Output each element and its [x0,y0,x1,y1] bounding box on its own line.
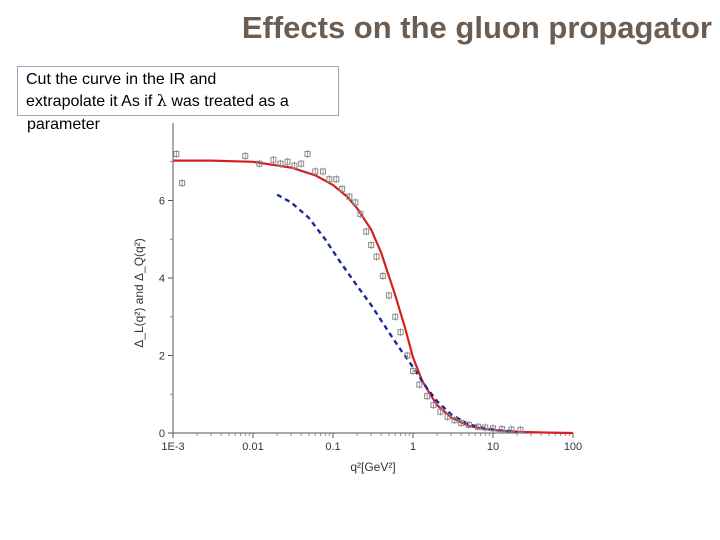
data-point [242,152,249,159]
data-point [437,408,444,415]
x-tick-label: 1 [410,441,416,453]
y-tick-label: 4 [159,273,165,285]
note-line-1: Cut the curve in the IR and [26,71,217,88]
y-axis-label: Δ_L(q²) and Δ_Q(q²) [132,238,146,347]
data-point [475,423,482,430]
data-point [277,160,284,167]
chart-axes: 1E-3 0.01 0.1 1 10 100 0 2 4 6 [159,123,582,453]
data-point [298,160,305,167]
y-tick-label: 0 [159,428,165,440]
data-point [385,292,392,299]
x-tick-label: 10 [487,441,499,453]
dashed-fit-line [276,193,518,433]
data-point [490,425,496,432]
lattice-data-markers [173,150,524,434]
x-tick-label: 1E-3 [161,441,184,453]
data-point [363,228,370,235]
x-tick-label: 100 [564,441,582,453]
data-point [291,162,298,169]
data-point [304,151,311,157]
x-axis-label: q²[GeV²] [350,460,395,474]
data-point [451,417,458,424]
note-line-2-end: was treated as a [171,93,289,110]
data-point [499,426,506,433]
x-tick-label: 0.1 [325,441,340,453]
data-point [379,273,386,280]
data-point [357,211,364,218]
lambda-symbol: λ [156,91,167,110]
data-point [173,151,180,157]
data-point [373,253,380,260]
data-point [270,156,277,163]
data-point [517,426,524,433]
data-point [320,168,327,175]
y-tick-label: 2 [159,351,165,363]
data-point [424,393,431,400]
note-line-2: extrapolate it As if λ was treated as a [26,90,330,112]
data-point [392,313,399,320]
note-textbox: Cut the curve in the IR and extrapolate … [17,66,339,116]
solid-fit-line [173,159,574,435]
data-point [444,413,451,420]
data-point [339,185,346,192]
x-tick-label: 0.01 [242,441,263,453]
data-point [458,419,465,426]
note-tail: parameter [27,116,100,133]
data-point [410,368,416,374]
data-point [465,421,472,428]
data-point [397,329,404,336]
data-point [368,242,375,249]
data-point [179,180,186,187]
note-line-2-text: extrapolate it As if [26,93,153,110]
data-point [430,402,437,409]
data-point [312,168,319,175]
data-point [326,176,333,183]
data-point [404,352,411,359]
data-point [333,176,340,183]
data-point [352,199,359,206]
slide-title: Effects on the gluon propagator [241,10,712,45]
chart-plot-area [173,150,574,435]
data-point [508,426,515,433]
data-point [284,158,291,165]
data-point [346,193,353,200]
y-tick-label: 6 [159,196,165,208]
data-point [256,160,263,167]
data-point [482,424,489,431]
gluon-propagator-chart: 1E-3 0.01 0.1 1 10 100 0 2 4 6 q²[GeV²] Δ_L(q²) a… [132,123,582,474]
data-point [416,381,423,388]
